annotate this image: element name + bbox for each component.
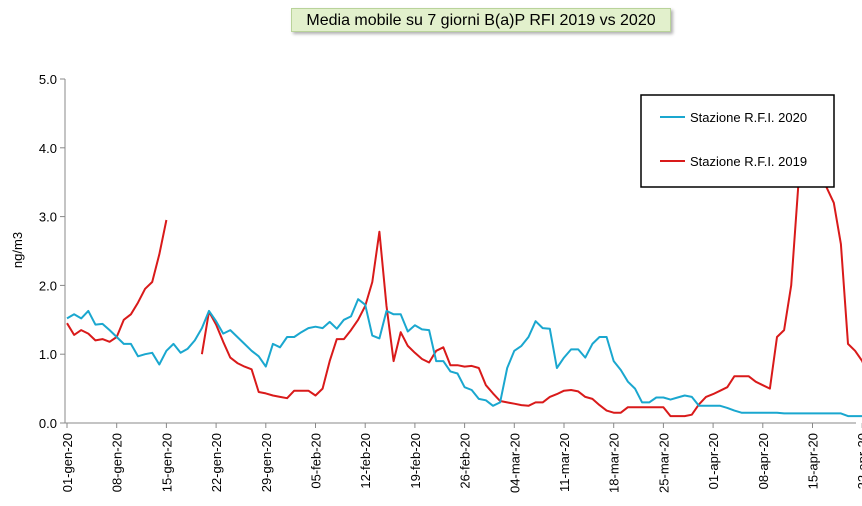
y-tick-label: 3.0 (39, 210, 57, 225)
x-tick-label: 19-feb-20 (408, 433, 423, 489)
y-tick-label: 0.0 (39, 416, 57, 431)
y-tick-label: 5.0 (39, 72, 57, 87)
series-layer (66, 124, 862, 418)
x-tick-label: 01-gen-20 (60, 433, 75, 492)
legend-label-2019: Stazione R.F.I. 2019 (690, 154, 807, 169)
y-tick-label: 1.0 (39, 347, 57, 362)
legend-box (640, 94, 835, 188)
series-line-2020 (66, 298, 862, 418)
x-tick-label: 15-apr-20 (806, 433, 821, 489)
x-tick-label: 05-feb-20 (309, 433, 324, 489)
x-tick-label: 22-apr-20 (855, 433, 862, 489)
x-tick-label: 15-gen-20 (159, 433, 174, 492)
x-tick-label: 26-feb-20 (458, 433, 473, 489)
x-tick-label: 25-mar-20 (656, 433, 671, 493)
legend-label-2020: Stazione R.F.I. 2020 (690, 110, 807, 125)
chart-title: Media mobile su 7 giorni B(a)P RFI 2019 … (291, 8, 671, 32)
legend: Stazione R.F.I. 2020 Stazione R.F.I. 201… (640, 94, 835, 188)
x-tick-label: 12-feb-20 (358, 433, 373, 489)
tick-labels: 0.0 1.0 2.0 3.0 4.0 5.0 01-gen-20 08-gen-20 15-g… (39, 72, 862, 493)
x-tick-label: 01-apr-20 (706, 433, 721, 489)
x-tick-label: 22-gen-20 (209, 433, 224, 492)
y-axis-label: ng/m3 (10, 232, 25, 268)
x-tick-label: 29-gen-20 (259, 433, 274, 492)
axes (60, 78, 862, 428)
x-tick-label: 18-mar-20 (607, 433, 622, 493)
x-tick-label: 08-gen-20 (110, 433, 125, 492)
y-tick-label: 4.0 (39, 141, 57, 156)
y-tick-label: 2.0 (39, 278, 57, 293)
x-tick-label: 04-mar-20 (507, 433, 522, 493)
x-tick-label: 08-apr-20 (756, 433, 771, 489)
x-tick-label: 11-mar-20 (557, 433, 572, 492)
